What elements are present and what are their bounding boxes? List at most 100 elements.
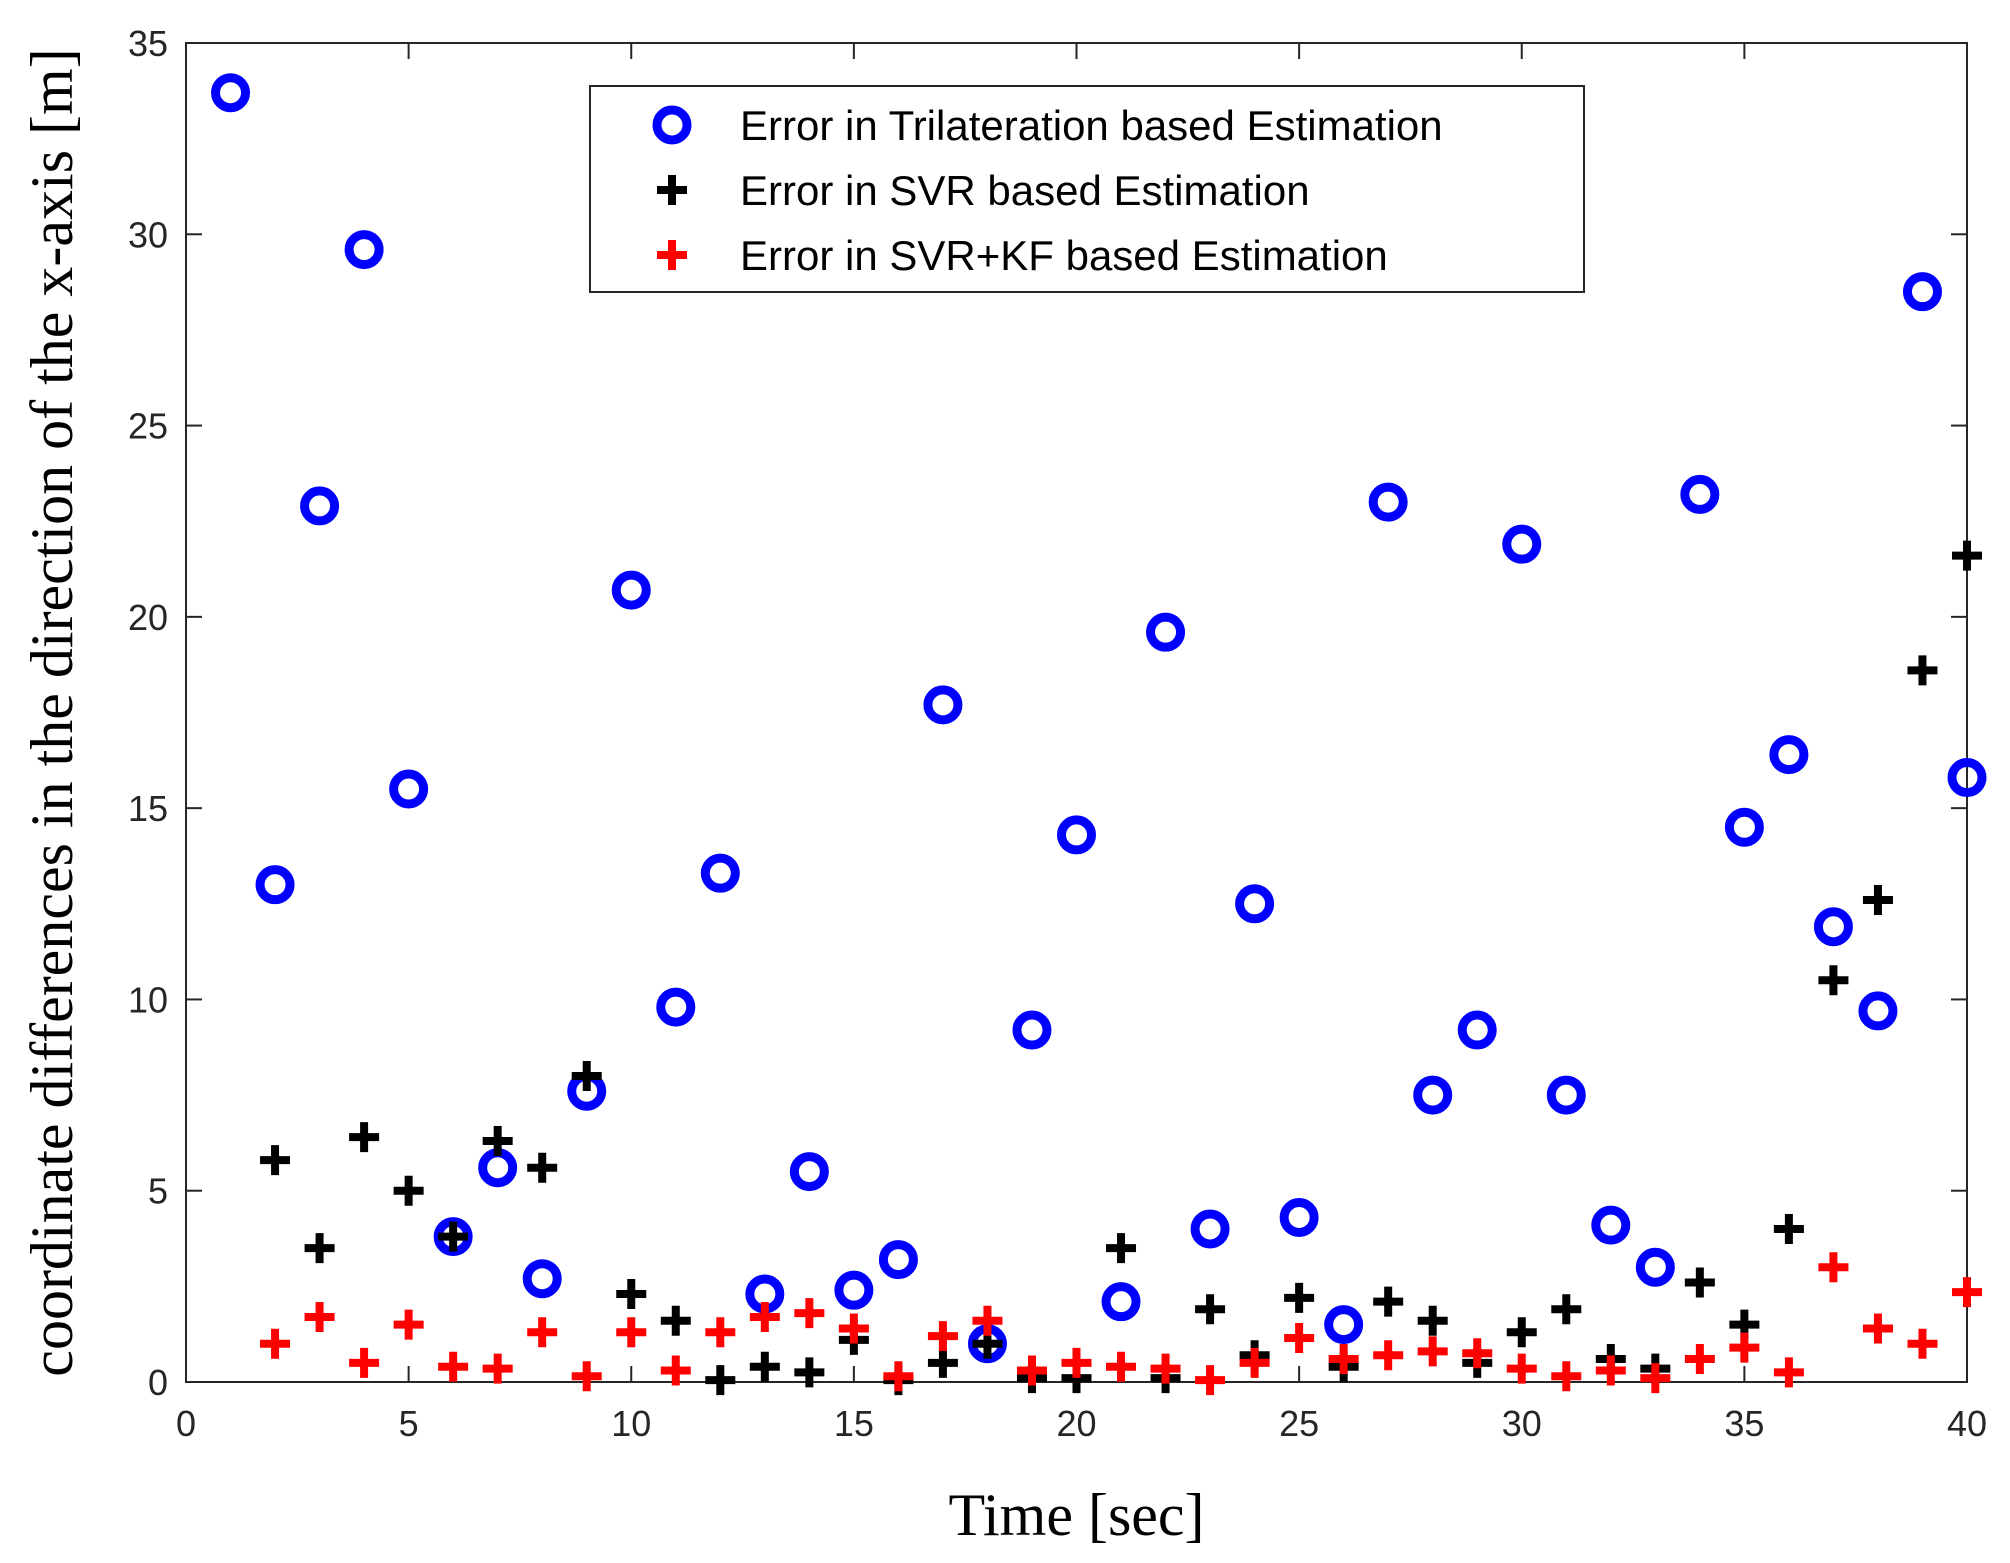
trilateration-error-point — [1635, 1247, 1675, 1287]
svr-kf-error-point — [972, 1305, 1003, 1336]
trilateration-error-point — [1101, 1282, 1141, 1322]
svr-kf-error-point — [705, 1317, 736, 1348]
svr-error-point — [1106, 1233, 1137, 1264]
trilateration-error-point — [344, 230, 384, 270]
svr-kf-error-point — [1818, 1252, 1849, 1283]
svr-kf-error-point — [482, 1353, 513, 1384]
svr-error-point — [1506, 1317, 1537, 1348]
trilateration-error-point — [1680, 474, 1720, 514]
svr-error-point — [260, 1145, 291, 1176]
x-tick-label: 35 — [1724, 1403, 1764, 1444]
y-tick-label: 25 — [128, 406, 168, 447]
svr-kf-error-point — [1373, 1340, 1404, 1371]
x-axis-title: Time [sec] — [948, 1482, 1204, 1548]
legend-label-svr: Error in SVR based Estimation — [740, 167, 1310, 214]
svr-kf-error-point — [571, 1361, 602, 1392]
svr-error-point — [304, 1233, 335, 1264]
svr-error-point — [482, 1125, 513, 1156]
svr-kf-error-point — [349, 1347, 380, 1378]
svr-error-point — [1818, 965, 1849, 996]
svr-kf-error-point — [927, 1321, 958, 1352]
svr-kf-error-point — [660, 1355, 691, 1386]
svr-error-point — [1284, 1282, 1315, 1313]
trilateration-error-point — [255, 865, 295, 905]
svr-kf-error-point — [1729, 1332, 1760, 1363]
axis-ticks: 0 5 10 15 20 25 30 35 40 0 5 10 15 20 25 30 35 — [128, 23, 1987, 1444]
svr-error-point — [349, 1122, 380, 1153]
series-2 — [260, 1252, 1982, 1396]
legend-entry-trilateration: Error in Trilateration based Estimation — [652, 102, 1443, 149]
svr-kf-error-point — [1150, 1353, 1181, 1384]
trilateration-error-point — [923, 685, 963, 725]
svr-error-point — [571, 1060, 602, 1091]
svr-error-point — [393, 1175, 424, 1206]
svr-kf-error-point — [838, 1313, 869, 1344]
svr-error-point — [1862, 884, 1893, 915]
legend-label-svr-kf: Error in SVR+KF based Estimation — [740, 232, 1388, 279]
svr-kf-error-point — [1862, 1313, 1893, 1344]
trilateration-error-point — [1858, 991, 1898, 1031]
svr-error-point — [1195, 1294, 1226, 1325]
svr-kf-error-point — [1595, 1355, 1626, 1386]
svr-kf-error-point — [1328, 1344, 1359, 1375]
trilateration-error-point — [700, 853, 740, 893]
legend-entry-svr-kf: Error in SVR+KF based Estimation — [657, 232, 1388, 279]
x-tick-label: 25 — [1279, 1403, 1319, 1444]
y-tick-label: 5 — [148, 1171, 168, 1212]
svr-kf-error-point — [794, 1298, 825, 1329]
svr-error-point — [705, 1365, 736, 1396]
svr-kf-error-point — [1551, 1361, 1582, 1392]
svr-error-point — [927, 1347, 958, 1378]
trilateration-error-point — [389, 769, 429, 809]
x-tick-label: 0 — [176, 1403, 196, 1444]
svr-kf-error-point — [1417, 1336, 1448, 1367]
svr-error-point — [438, 1221, 469, 1252]
y-tick-label: 20 — [128, 597, 168, 638]
svr-error-point — [794, 1357, 825, 1388]
trilateration-error-point — [1813, 907, 1853, 947]
svr-error-point — [1952, 540, 1982, 571]
trilateration-error-point — [1902, 272, 1942, 312]
trilateration-error-point — [1057, 815, 1096, 855]
x-tick-label: 5 — [399, 1403, 419, 1444]
svr-error-point — [1907, 655, 1938, 686]
trilateration-error-point — [1457, 1010, 1497, 1050]
svr-kf-error-point — [1907, 1328, 1938, 1359]
trilateration-error-point — [611, 570, 651, 610]
trilateration-error-point — [300, 486, 340, 526]
trilateration-error-point — [878, 1240, 918, 1280]
svr-error-point — [1684, 1267, 1715, 1298]
legend: Error in Trilateration based Estimation … — [589, 85, 1585, 293]
y-tick-label: 30 — [128, 214, 168, 255]
svr-kf-error-point — [616, 1317, 647, 1348]
legend-marker — [652, 105, 692, 145]
svr-error-point — [749, 1351, 780, 1382]
legend-box — [589, 85, 1585, 293]
svr-kf-error-point — [1106, 1351, 1137, 1382]
svr-error-point — [1417, 1305, 1448, 1336]
trilateration-error-point — [1012, 1010, 1052, 1050]
trilateration-error-point — [1413, 1075, 1453, 1115]
y-axis-title: coordinate differences in the direction … — [19, 48, 85, 1376]
trilateration-error-point — [1235, 884, 1275, 924]
x-tick-label: 20 — [1056, 1403, 1096, 1444]
trilateration-error-point — [1368, 482, 1408, 522]
svr-error-point — [1373, 1286, 1404, 1317]
trilateration-error-point — [1947, 758, 1987, 798]
x-tick-label: 10 — [611, 1403, 651, 1444]
svr-kf-error-point — [1506, 1353, 1537, 1384]
legend-entry-svr: Error in SVR based Estimation — [657, 167, 1310, 214]
svr-kf-error-point — [1195, 1365, 1226, 1396]
svr-kf-error-point — [393, 1309, 424, 1340]
svr-kf-error-point — [1284, 1323, 1315, 1353]
trilateration-error-point — [1546, 1075, 1586, 1115]
svr-kf-error-point — [527, 1317, 558, 1348]
legend-marker — [657, 175, 687, 205]
trilateration-error-point — [1146, 612, 1186, 652]
svr-kf-error-point — [883, 1361, 914, 1392]
y-tick-label: 0 — [148, 1362, 168, 1403]
svr-error-point — [616, 1279, 647, 1310]
svr-kf-error-point — [1016, 1355, 1047, 1386]
trilateration-error-point — [789, 1152, 829, 1192]
